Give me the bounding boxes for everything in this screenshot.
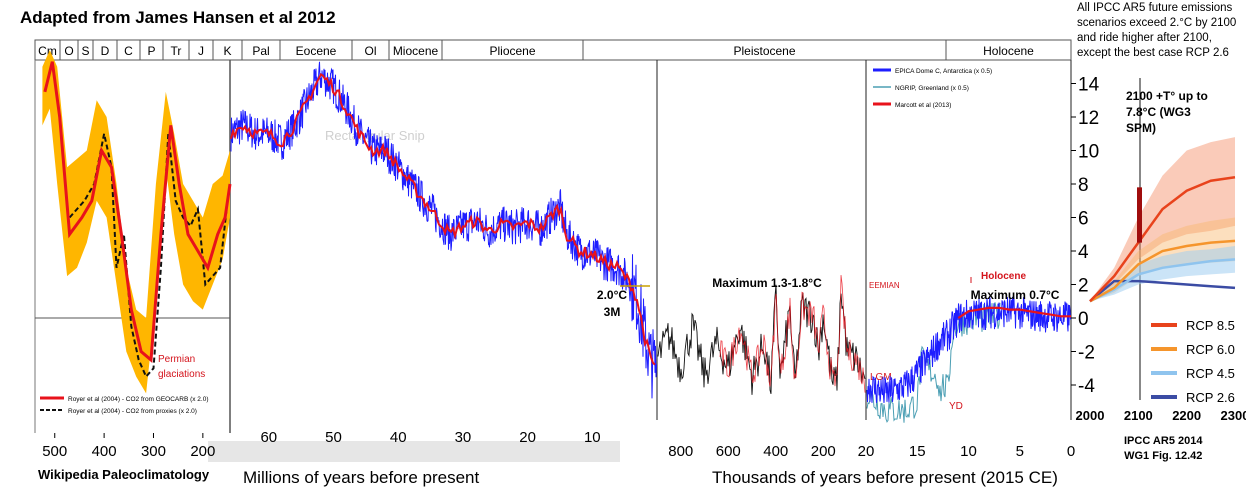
y-axis-tick-label: -2 [1078, 343, 1095, 364]
y-axis-tick-label: 10 [1078, 142, 1099, 163]
period-label: Holocene [983, 44, 1034, 58]
x-tick-label-ipcc: 2300 [1221, 408, 1246, 423]
ngrip-series [866, 302, 1001, 423]
max-pleistocene-label: Maximum 1.3-1.8°C [712, 276, 822, 290]
ipcc-legend-label: RCP 4.5 [1186, 366, 1235, 381]
ipcc-source-line: IPCC AR5 2014 [1124, 435, 1203, 447]
yd-label: YD [949, 401, 963, 412]
period-label: J [198, 44, 204, 58]
x-tick-label-left: 200 [190, 443, 215, 460]
ipcc-legend-label: RCP 6.0 [1186, 342, 1235, 357]
x-tick-label-ipcc: 2100 [1124, 408, 1153, 423]
x-tick-label-myr: 30 [455, 429, 472, 446]
period-bar [34, 39, 1072, 61]
y-axis-tick-label: 4 [1078, 242, 1089, 263]
y-axis-tick-label: 12 [1078, 108, 1099, 129]
holocene-red-label: Holocene [981, 271, 1026, 282]
legend-proxy: Royer et al (2004) - CO2 from proxies (x… [68, 408, 197, 415]
legend-geocarb: Royer et al (2004) - CO2 from GEOCARB (x… [68, 396, 209, 403]
period-label: P [147, 44, 155, 58]
two-degree-label: 2.0°C [597, 288, 627, 302]
x-tick-label-ipcc: 2000 [1076, 408, 1105, 423]
ipcc-legend-label: RCP 2.6 [1186, 390, 1235, 405]
period-label: K [223, 44, 231, 58]
period-label: Eocene [296, 44, 337, 58]
pleistocene-red-overlay [719, 275, 866, 393]
y-axis-tick-label: 8 [1078, 175, 1089, 196]
ipcc-scenario-line [1089, 176, 1236, 303]
period-label: Ol [365, 44, 377, 58]
x-tick-label-kyr: 15 [909, 443, 926, 460]
period-label: S [81, 44, 89, 58]
lgm-label: LGM [870, 372, 892, 383]
permian-label: glaciations [158, 369, 205, 380]
cenozoic-noisy-series [230, 61, 657, 399]
ipcc-scenario-line [1089, 258, 1236, 303]
x-tick-label-left: 400 [92, 443, 117, 460]
max-holocene-label: Maximum 0.7°C [971, 288, 1060, 302]
grey-caption-bar [208, 441, 620, 462]
ipcc-uncertainty-band [1090, 246, 1235, 302]
period-label: C [124, 44, 133, 58]
permian-label: Permian [158, 354, 195, 365]
legend-ngrip: NGRIP, Greenland (x 0.5) [895, 85, 969, 92]
period-label: Miocene [393, 44, 439, 58]
period-label: D [101, 44, 110, 58]
x-tick-label-myr: 20 [519, 429, 536, 446]
x-tick-label-kyr: 600 [716, 443, 741, 460]
x-tick-label-ipcc: 2200 [1172, 408, 1201, 423]
ipcc-peak-annotation: 2100 +T° up to 7.8°C (WG3 SPM) [1126, 89, 1208, 135]
y-axis-tick-label: 14 [1078, 75, 1100, 96]
x-tick-label-kyr: 5 [1016, 443, 1024, 460]
ipcc-note: All IPCC AR5 future emissions scenarios … [1077, 2, 1237, 59]
ipcc-2100-range-bar [1137, 187, 1142, 243]
watermark-text: Rectangular Snip [325, 128, 425, 143]
ipcc-source-line: WG1 Fig. 12.42 [1124, 450, 1203, 462]
x-tick-label-kyr: 20 [858, 443, 875, 460]
x-tick-label-myr: 40 [390, 429, 407, 446]
period-label: Pliocene [489, 44, 535, 58]
two-degree-label: 3M [604, 305, 621, 319]
x-tick-label-kyr: 200 [811, 443, 836, 460]
period-label: O [64, 44, 73, 58]
period-label: Tr [171, 44, 182, 58]
source-ipcc-label: IPCC AR5 2014 WG1 Fig. 12.42 [1124, 434, 1202, 464]
eemian-label: EEMIAN [869, 281, 900, 290]
chart-title: Adapted from James Hansen et al 2012 [20, 8, 336, 27]
x-tick-label-myr: 60 [260, 429, 277, 446]
source-wikipedia-label: Wikipedia Paleoclimatology [38, 467, 210, 482]
y-axis-tick-label: -4 [1078, 376, 1095, 397]
x-tick-label-kyr: 400 [763, 443, 788, 460]
period-label: Cm [38, 44, 57, 58]
y-axis-tick-label: 6 [1078, 209, 1089, 230]
x-axis-label-kyr: Thousands of years before present (2015 … [712, 468, 1058, 487]
cenozoic-smoothed-series [230, 72, 656, 366]
ipcc-scenario-line [1089, 239, 1236, 303]
ipcc-scenario-line [1089, 279, 1236, 303]
ipcc-legend-label: RCP 8.5 [1186, 318, 1235, 333]
x-tick-label-kyr: 10 [960, 443, 977, 460]
x-tick-label-left: 500 [42, 443, 67, 460]
x-tick-label-myr: 50 [325, 429, 342, 446]
period-label: Pleistocene [733, 44, 795, 58]
x-tick-label-left: 300 [141, 443, 166, 460]
pleistocene-series [657, 284, 866, 395]
marcott-series [957, 306, 1071, 319]
legend-epica: EPICA Dome C, Antarctica (x 0.5) [895, 68, 992, 75]
x-tick-label-kyr: 0 [1067, 443, 1075, 460]
royer-uncertainty-band [42, 50, 231, 394]
x-tick-label-kyr: 800 [668, 443, 693, 460]
royer-geocarb-line [43, 61, 232, 363]
period-label: Pal [252, 44, 269, 58]
x-tick-label-myr: 10 [584, 429, 601, 446]
y-axis-tick-label: 0 [1078, 309, 1089, 330]
y-axis-tick-label: 2 [1078, 276, 1089, 297]
legend-marcott: Marcott et al (2013) [895, 102, 951, 109]
x-axis-label-myr: Millions of years before present [243, 468, 480, 487]
